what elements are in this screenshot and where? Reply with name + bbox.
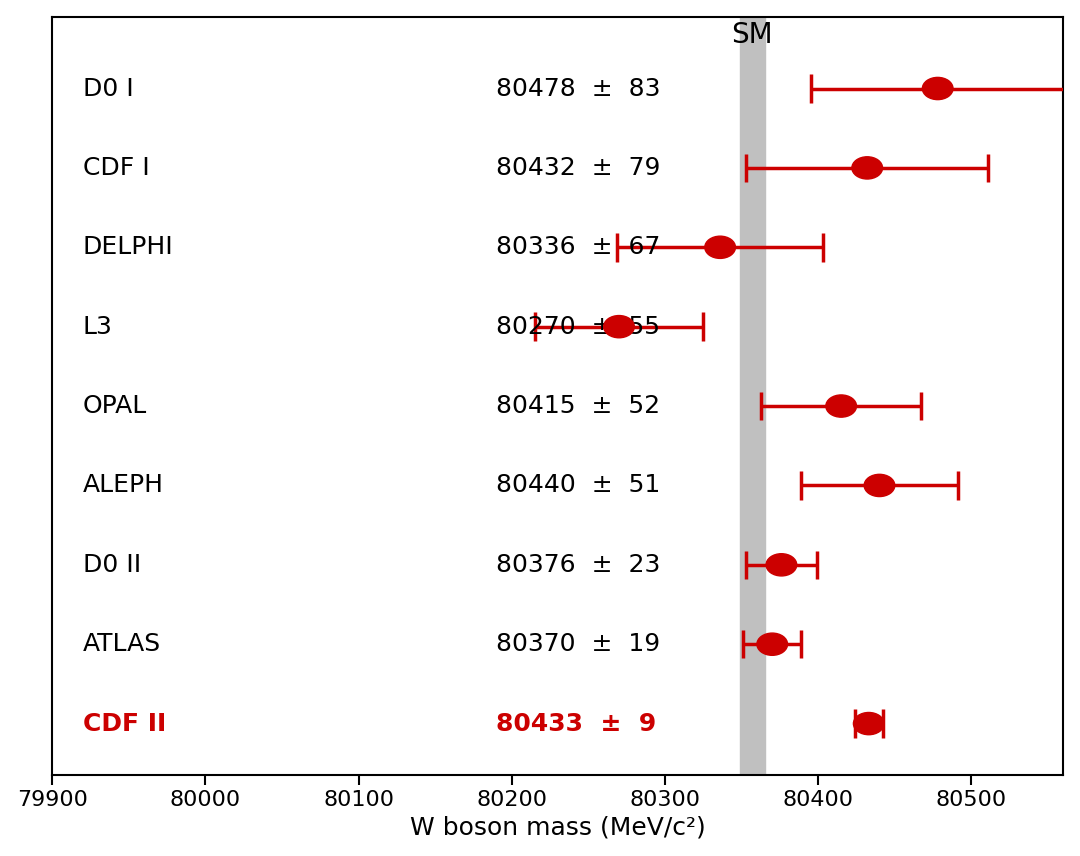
Ellipse shape bbox=[604, 316, 634, 338]
X-axis label: W boson mass (MeV/c²): W boson mass (MeV/c²) bbox=[409, 815, 705, 840]
Ellipse shape bbox=[766, 554, 797, 576]
Text: 80376  ±  23: 80376 ± 23 bbox=[497, 553, 661, 577]
Ellipse shape bbox=[705, 236, 735, 259]
Text: ATLAS: ATLAS bbox=[83, 633, 161, 657]
Text: 80270  ±  55: 80270 ± 55 bbox=[497, 315, 661, 339]
Text: 80440  ±  51: 80440 ± 51 bbox=[497, 473, 661, 497]
Text: 80336  ±  67: 80336 ± 67 bbox=[497, 235, 661, 259]
Text: OPAL: OPAL bbox=[83, 394, 147, 418]
Text: CDF II: CDF II bbox=[83, 711, 166, 735]
Ellipse shape bbox=[864, 474, 895, 496]
Ellipse shape bbox=[852, 157, 882, 179]
Text: D0 II: D0 II bbox=[83, 553, 141, 577]
Text: SM: SM bbox=[731, 21, 773, 49]
Text: L3: L3 bbox=[83, 315, 112, 339]
Ellipse shape bbox=[757, 633, 787, 656]
Text: 80370  ±  19: 80370 ± 19 bbox=[497, 633, 661, 657]
Ellipse shape bbox=[826, 395, 856, 417]
Bar bbox=[740, 17, 765, 776]
Text: 80415  ±  52: 80415 ± 52 bbox=[497, 394, 661, 418]
Text: ALEPH: ALEPH bbox=[83, 473, 164, 497]
Text: DELPHI: DELPHI bbox=[83, 235, 174, 259]
Text: D0 I: D0 I bbox=[83, 76, 134, 100]
Ellipse shape bbox=[853, 712, 885, 734]
Text: 80433  ±  9: 80433 ± 9 bbox=[497, 711, 657, 735]
Text: 80432  ±  79: 80432 ± 79 bbox=[497, 156, 661, 180]
Ellipse shape bbox=[922, 77, 953, 99]
Text: CDF I: CDF I bbox=[83, 156, 149, 180]
Text: 80478  ±  83: 80478 ± 83 bbox=[497, 76, 661, 100]
